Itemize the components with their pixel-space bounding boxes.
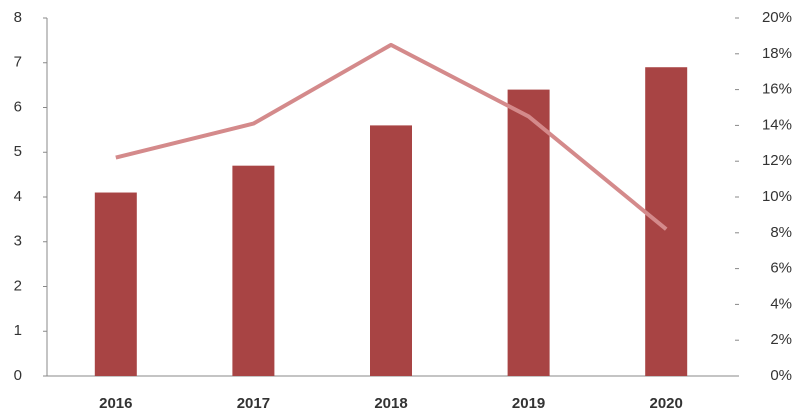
- bar: [232, 165, 275, 376]
- y-tick-label: 7: [14, 54, 22, 71]
- y-tick-label: 2: [14, 277, 22, 294]
- y-tick-label: 8: [14, 9, 22, 26]
- x-tick-label: 2018: [374, 395, 407, 412]
- y2-tick-label: 0%: [770, 367, 792, 384]
- y-tick-label: 3: [14, 233, 22, 250]
- y-tick-label: 6: [14, 98, 22, 115]
- x-tick-label: 2020: [650, 395, 683, 412]
- y2-tick-label: 12%: [762, 152, 792, 169]
- y2-tick-label: 16%: [762, 81, 792, 98]
- y2-tick-label: 6%: [770, 260, 792, 277]
- x-tick-label: 2017: [237, 395, 270, 412]
- y-tick-label: 5: [14, 143, 22, 160]
- y-tick-label: 0: [14, 367, 22, 384]
- y-tick-label: 4: [14, 188, 22, 205]
- bar: [645, 67, 688, 376]
- x-tick-label: 2019: [512, 395, 545, 412]
- bar: [507, 89, 550, 376]
- y-tick-label: 1: [14, 322, 22, 339]
- x-tick-label: 2016: [99, 395, 132, 412]
- y2-tick-label: 4%: [770, 295, 792, 312]
- line: [115, 42, 668, 231]
- bar: [370, 125, 412, 377]
- y2-tick-label: 20%: [762, 9, 792, 26]
- y2-tick-label: 8%: [770, 224, 792, 241]
- y2-tick-label: 10%: [762, 188, 792, 205]
- y2-tick-label: 2%: [770, 331, 792, 348]
- y2-tick-label: 18%: [762, 45, 792, 62]
- y2-tick-label: 14%: [762, 116, 792, 133]
- bar: [94, 192, 137, 376]
